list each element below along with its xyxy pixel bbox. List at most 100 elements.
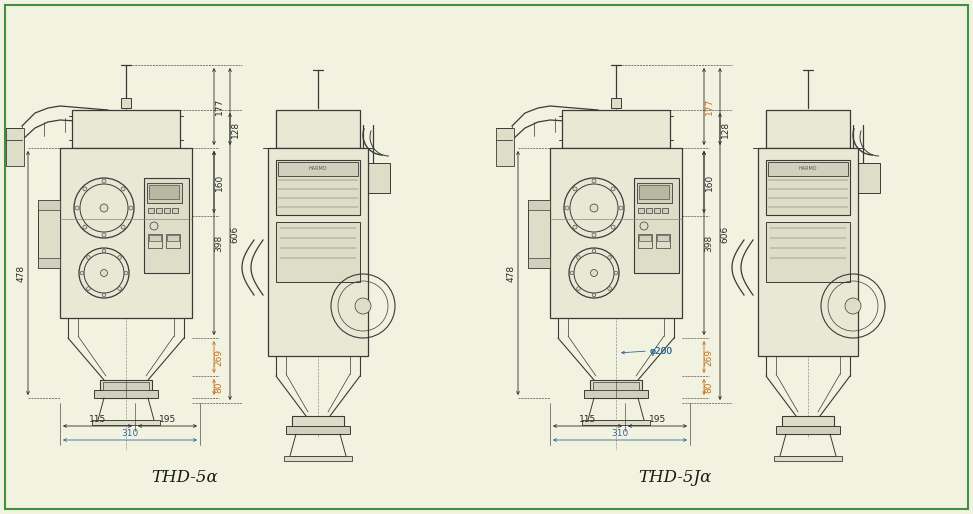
Bar — [768, 162, 848, 176]
Circle shape — [129, 206, 133, 210]
Text: 80: 80 — [214, 381, 224, 393]
Bar — [646, 208, 652, 213]
Circle shape — [102, 293, 106, 297]
Bar — [172, 208, 178, 213]
Circle shape — [355, 298, 371, 314]
Text: 606: 606 — [720, 225, 730, 243]
Text: 115: 115 — [579, 415, 596, 425]
Circle shape — [577, 255, 580, 259]
Circle shape — [593, 293, 595, 297]
Circle shape — [590, 204, 598, 212]
Bar — [268, 148, 368, 356]
Bar — [528, 200, 550, 268]
Text: 160: 160 — [214, 173, 224, 191]
Circle shape — [591, 269, 597, 277]
Circle shape — [118, 255, 122, 259]
Circle shape — [118, 287, 122, 290]
Bar — [496, 128, 514, 166]
Bar — [855, 163, 880, 193]
Bar — [6, 128, 24, 166]
Circle shape — [83, 225, 87, 229]
Circle shape — [592, 179, 596, 183]
Text: 128: 128 — [231, 120, 239, 138]
Bar — [654, 208, 660, 213]
Circle shape — [100, 269, 107, 277]
Circle shape — [608, 255, 611, 259]
Text: 195: 195 — [159, 415, 176, 425]
Text: 269: 269 — [704, 348, 713, 365]
Text: 177: 177 — [704, 98, 713, 115]
Circle shape — [125, 271, 127, 275]
Bar — [528, 200, 550, 210]
Text: 80: 80 — [704, 381, 713, 393]
Circle shape — [80, 271, 84, 275]
Bar — [639, 185, 669, 199]
Circle shape — [121, 187, 126, 191]
Bar — [776, 426, 840, 434]
Circle shape — [619, 206, 623, 210]
Text: 310: 310 — [122, 430, 138, 438]
Bar — [149, 185, 179, 199]
Bar — [276, 110, 360, 148]
Bar — [164, 208, 170, 213]
Text: 269: 269 — [214, 348, 224, 365]
Text: THD-5Jα: THD-5Jα — [638, 469, 711, 486]
Circle shape — [75, 206, 79, 210]
Bar — [148, 208, 154, 213]
Text: THD-5α: THD-5α — [152, 469, 218, 486]
Bar — [590, 380, 642, 398]
Bar — [584, 390, 648, 398]
Bar — [638, 234, 652, 248]
Bar — [100, 380, 152, 398]
Bar — [550, 148, 682, 318]
Bar — [149, 235, 161, 241]
Bar — [156, 208, 162, 213]
Bar — [758, 148, 858, 356]
Bar — [611, 98, 621, 108]
Bar — [284, 456, 352, 461]
Circle shape — [102, 179, 106, 183]
Text: 128: 128 — [720, 120, 730, 138]
Circle shape — [102, 249, 106, 253]
Text: HARMO: HARMO — [308, 167, 327, 172]
Bar — [148, 234, 162, 248]
Circle shape — [570, 271, 574, 275]
Text: 398: 398 — [704, 234, 713, 252]
Bar — [774, 456, 842, 461]
Circle shape — [100, 204, 108, 212]
Circle shape — [611, 187, 615, 191]
Bar — [656, 234, 670, 248]
Circle shape — [845, 298, 861, 314]
Text: φ200: φ200 — [650, 346, 673, 356]
Bar — [144, 178, 189, 273]
Bar — [662, 208, 668, 213]
Circle shape — [577, 287, 580, 290]
Circle shape — [87, 287, 90, 290]
Circle shape — [593, 249, 595, 253]
Bar — [637, 183, 672, 203]
Bar — [60, 148, 192, 318]
Circle shape — [102, 233, 106, 237]
Text: 195: 195 — [649, 415, 667, 425]
Circle shape — [573, 225, 577, 229]
Bar — [38, 200, 60, 268]
Circle shape — [611, 225, 615, 229]
Bar — [582, 420, 650, 425]
Text: 177: 177 — [214, 98, 224, 115]
Text: 115: 115 — [89, 415, 106, 425]
Circle shape — [565, 206, 569, 210]
Text: 606: 606 — [231, 225, 239, 243]
Bar — [766, 160, 850, 215]
Bar — [638, 208, 644, 213]
Bar — [365, 163, 390, 193]
Circle shape — [573, 187, 577, 191]
Circle shape — [121, 225, 126, 229]
Bar — [166, 234, 180, 248]
Circle shape — [592, 233, 596, 237]
Bar — [276, 160, 360, 215]
Bar — [657, 235, 669, 241]
Bar — [766, 222, 850, 282]
Bar — [92, 420, 160, 425]
Bar — [528, 258, 550, 268]
Text: φ200: φ200 — [650, 346, 673, 356]
